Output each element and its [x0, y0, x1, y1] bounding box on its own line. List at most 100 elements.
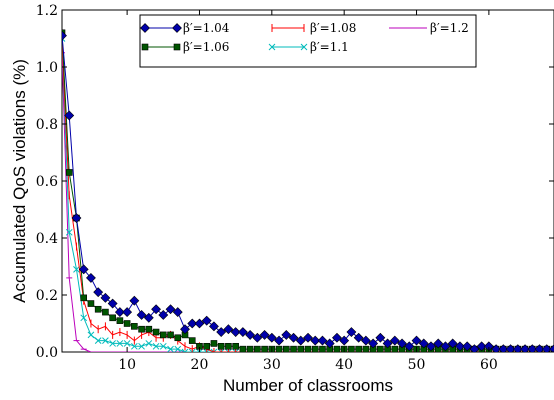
data-point — [295, 335, 306, 346]
data-point — [181, 348, 189, 352]
data-point — [382, 338, 393, 349]
legend-label: β′=1.06 — [183, 40, 229, 54]
data-point — [122, 307, 133, 318]
data-point — [86, 272, 96, 283]
data-point — [80, 314, 88, 322]
data-point — [303, 332, 313, 343]
y-tick-label: 0.0 — [36, 345, 58, 361]
series-1 — [62, 30, 554, 352]
data-point — [397, 338, 407, 349]
data-point — [304, 345, 312, 352]
data-point — [188, 348, 196, 352]
data-point — [210, 348, 218, 352]
legend: β′=1.04 β′=1.06 β′=1.08 β′=1.1 β′=1.2 — [139, 14, 477, 68]
data-point — [167, 331, 174, 339]
data-point — [237, 327, 248, 337]
x-tick-label: 10 — [118, 357, 136, 373]
data-point — [254, 345, 261, 352]
data-point — [94, 337, 102, 344]
series-layer — [62, 29, 554, 352]
data-point — [527, 344, 538, 352]
legend-marker — [140, 23, 150, 33]
data-point — [223, 324, 234, 335]
data-point — [151, 304, 161, 315]
data-point — [62, 30, 67, 41]
data-point — [230, 327, 241, 337]
data-point — [355, 345, 362, 352]
ticks-layer: 10 20 30 40 50 60 0.0 0.2 0.4 0.6 0.8 1.0 1.2 — [36, 3, 554, 373]
data-point — [93, 287, 104, 298]
data-point — [109, 314, 116, 322]
data-point — [194, 318, 205, 329]
data-point — [116, 340, 124, 347]
data-point — [534, 344, 545, 352]
data-point — [87, 331, 95, 339]
data-point — [172, 307, 183, 318]
data-point — [311, 345, 319, 352]
data-point — [455, 341, 465, 352]
data-point — [288, 332, 299, 343]
data-point — [216, 327, 227, 337]
data-point — [210, 340, 218, 347]
data-point — [549, 344, 554, 352]
series-4 — [62, 35, 276, 352]
data-point — [80, 294, 88, 302]
data-point — [102, 337, 109, 344]
data-point — [520, 344, 530, 352]
data-point — [246, 345, 254, 352]
data-point — [130, 342, 138, 350]
x-tick-label: 50 — [408, 357, 426, 373]
data-point — [324, 338, 335, 349]
data-point — [274, 335, 284, 346]
data-point — [317, 335, 328, 346]
data-point — [145, 325, 153, 333]
legend-label: β′=1.08 — [310, 21, 356, 35]
data-point — [360, 335, 371, 346]
data-point — [377, 345, 384, 352]
series-5 — [62, 52, 203, 352]
data-point — [217, 348, 225, 352]
data-point — [333, 345, 341, 352]
data-point — [196, 348, 203, 352]
data-point — [476, 341, 487, 352]
x-tick-label: 60 — [480, 357, 498, 373]
data-point — [64, 110, 75, 121]
data-point — [116, 317, 124, 324]
data-point — [346, 327, 357, 337]
data-point — [138, 342, 145, 350]
data-point — [165, 304, 176, 315]
data-point — [138, 325, 145, 333]
data-point — [78, 264, 89, 275]
y-tick-label: 0.8 — [36, 117, 58, 133]
data-point — [491, 344, 502, 352]
data-point — [418, 338, 429, 349]
data-point — [136, 310, 147, 320]
data-point — [159, 331, 167, 339]
data-point — [65, 169, 73, 176]
data-point — [152, 342, 160, 350]
data-point — [389, 335, 400, 346]
data-point — [73, 265, 80, 273]
data-point — [411, 335, 422, 346]
data-point — [145, 340, 153, 347]
data-point — [217, 342, 225, 350]
data-point — [391, 345, 399, 352]
data-point — [282, 345, 290, 352]
data-point — [123, 340, 131, 347]
data-point — [290, 345, 297, 352]
legend-entry-4: β′=1.1 — [268, 40, 349, 54]
data-point — [203, 342, 211, 350]
data-point — [188, 337, 196, 344]
data-point — [209, 321, 219, 332]
data-point — [368, 338, 379, 349]
data-point — [426, 341, 436, 352]
legend-label: β′=1.2 — [430, 21, 469, 35]
data-point — [348, 345, 355, 352]
data-point — [245, 329, 256, 340]
data-point — [158, 310, 169, 320]
y-axis-label: Accumulated QoS violations (%) — [10, 59, 29, 303]
data-point — [143, 312, 154, 323]
x-tick-label: 30 — [263, 357, 281, 373]
data-point — [404, 341, 415, 352]
